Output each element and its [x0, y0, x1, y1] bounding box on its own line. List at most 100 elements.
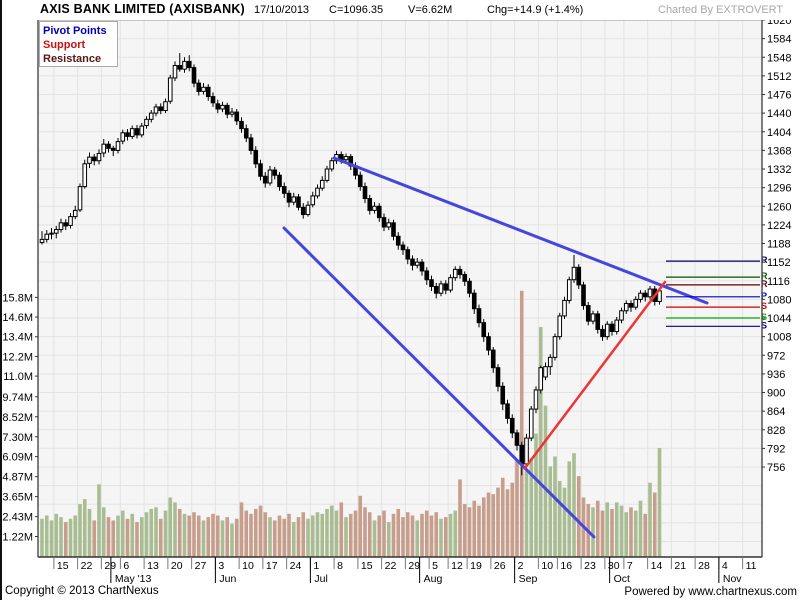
volume-bar	[253, 508, 258, 557]
volume-bar	[82, 499, 87, 557]
volume-bar	[377, 515, 382, 557]
candle	[614, 319, 620, 332]
candle	[424, 270, 430, 281]
week-tick-label: 10	[541, 560, 553, 572]
candle	[172, 65, 178, 79]
falling-resistance-trendline	[332, 156, 709, 305]
candle	[68, 216, 73, 226]
volume-bar	[59, 517, 63, 557]
volume-bar	[73, 515, 78, 557]
week-tick-label: 29	[408, 560, 420, 572]
candle	[329, 160, 335, 170]
candle	[391, 222, 396, 237]
volume-bars	[40, 290, 662, 557]
week-tick-label: 15	[57, 560, 69, 572]
price-tick-label: 972	[767, 350, 785, 362]
volume-bar	[410, 515, 415, 557]
candle	[253, 149, 259, 165]
legend-box: Pivot Points Support Resistance	[39, 21, 118, 67]
volume-bar	[154, 507, 158, 557]
volume-bar	[125, 518, 130, 557]
week-tick-label: 21	[674, 560, 686, 572]
candle	[53, 229, 59, 234]
quote-change: Chg=+14.9 (+1.4%)	[487, 4, 584, 16]
volume-bar	[277, 515, 282, 557]
candle	[305, 204, 311, 216]
candle	[49, 232, 54, 235]
volume-tick-label: 2.43M	[2, 512, 33, 524]
candle	[220, 104, 225, 110]
volume-bar	[386, 522, 391, 557]
candle	[429, 279, 434, 287]
volume-bar	[291, 522, 296, 557]
candle	[538, 367, 544, 391]
candle	[514, 432, 520, 446]
candle	[628, 303, 634, 308]
candle	[638, 292, 643, 300]
candle	[509, 417, 515, 434]
pivot-label-P: P	[761, 291, 767, 301]
candle	[604, 323, 610, 338]
candle	[552, 336, 558, 358]
candle	[277, 174, 282, 188]
volume-bar	[173, 502, 177, 557]
price-tick-label: 1548	[767, 52, 791, 64]
volume-bar	[139, 517, 144, 557]
price-tick-label: 828	[767, 425, 785, 437]
candle	[367, 198, 373, 211]
week-tick-label: 24	[290, 560, 302, 572]
volume-bar	[429, 515, 434, 557]
volume-bar	[101, 507, 106, 557]
candle	[134, 128, 140, 136]
volume-bar	[68, 518, 73, 557]
volume-bar	[116, 515, 120, 557]
price-tick-label: 1332	[767, 164, 791, 176]
volume-bar	[401, 517, 405, 557]
volume-bar	[500, 477, 505, 557]
volume-bar	[149, 508, 154, 557]
candle	[267, 169, 273, 184]
price-tick-label: 900	[767, 388, 785, 400]
volume-bar	[491, 494, 496, 557]
candle	[82, 163, 88, 188]
volume-bar	[576, 476, 581, 557]
candle	[590, 313, 596, 322]
candle	[120, 132, 126, 142]
candle	[125, 132, 130, 137]
candle	[310, 195, 316, 206]
price-tick-label: 1440	[767, 108, 791, 120]
volume-bar	[443, 517, 448, 557]
volume-tick-label: 15.8M	[2, 292, 33, 304]
volume-bar	[534, 433, 538, 557]
rising-support-trendline	[523, 280, 667, 470]
volume-bar	[325, 508, 329, 557]
week-tick-label: 30	[608, 560, 620, 572]
volume-bar	[595, 500, 600, 557]
week-tick-label: 29	[104, 560, 116, 572]
candle	[201, 86, 206, 92]
candle	[505, 403, 510, 419]
volume-bar	[448, 513, 453, 557]
candle	[495, 367, 501, 387]
falling-support-trendline	[282, 226, 596, 539]
week-tick-label: 12	[451, 560, 463, 572]
volume-bar	[657, 447, 662, 557]
candle	[324, 168, 330, 181]
trendlines[interactable]	[282, 156, 709, 539]
candle	[571, 266, 577, 281]
candle	[224, 104, 230, 115]
volume-bar	[334, 510, 339, 557]
volume-bar	[272, 520, 277, 557]
candle	[144, 118, 149, 127]
volume-bar	[519, 290, 524, 557]
volume-bar	[458, 479, 462, 557]
price-tick-label: 1368	[767, 145, 791, 157]
candle	[177, 65, 183, 70]
legend-item-pivot-points: Pivot Points	[43, 25, 107, 37]
week-tick-label: 14	[651, 560, 663, 572]
volume-tick-label: 7.30M	[2, 432, 33, 444]
week-tick-label: 1	[313, 560, 319, 572]
candle	[262, 175, 268, 184]
